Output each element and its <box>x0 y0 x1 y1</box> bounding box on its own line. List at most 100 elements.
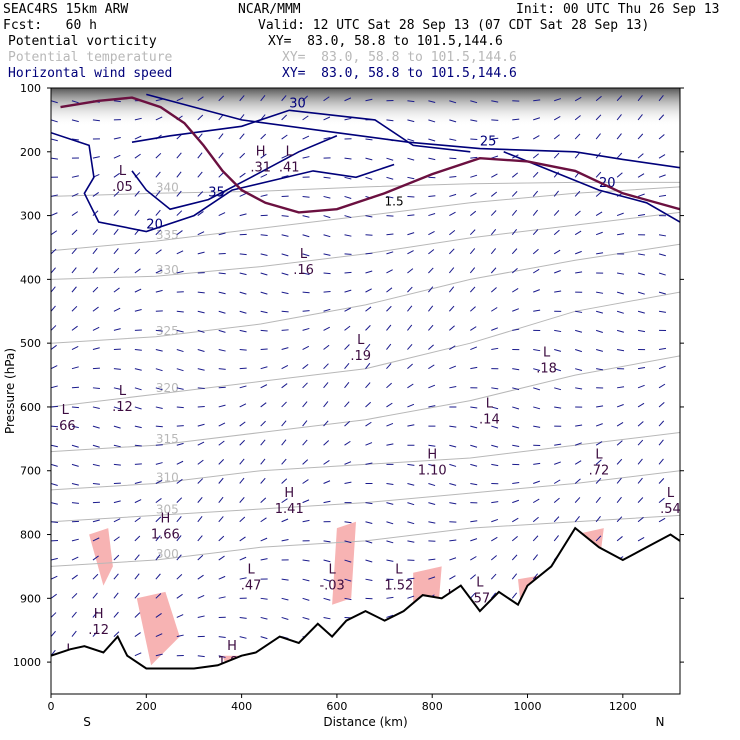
wind-vector <box>637 95 643 102</box>
wind-vector <box>113 500 121 504</box>
wind-vector <box>365 157 373 161</box>
wind-vector <box>197 251 205 255</box>
wind-vector <box>239 291 247 295</box>
wind-vector <box>491 307 498 312</box>
wind-vector <box>197 191 204 197</box>
wind-vector <box>239 193 247 197</box>
wind-vector <box>71 556 79 561</box>
wind-vector <box>428 305 434 312</box>
wind-vector <box>553 497 560 504</box>
y-tick-label: 900 <box>20 592 41 605</box>
wind-vector <box>491 347 499 351</box>
wind-vector <box>449 229 456 236</box>
wind-vector <box>365 421 372 427</box>
wind-vector <box>71 444 79 448</box>
wind-vector <box>260 153 267 159</box>
wind-vector <box>449 557 457 561</box>
wind-vector <box>553 535 559 542</box>
wind-vector <box>239 616 247 619</box>
wind-vector <box>407 383 414 389</box>
wind-vector <box>637 329 646 333</box>
wind-vector <box>407 324 413 331</box>
wind-vector <box>176 349 184 353</box>
wind-vector <box>575 368 583 372</box>
wind-vector <box>155 209 161 216</box>
wind-vector <box>134 117 142 121</box>
wind-vector <box>302 135 310 140</box>
wind-vector <box>533 289 540 293</box>
wind-vector <box>155 387 163 391</box>
wind-vector <box>113 228 119 236</box>
wind-vector <box>407 483 415 486</box>
wind-vector <box>490 248 497 255</box>
wind-vector <box>260 291 268 295</box>
wind-vector <box>532 573 539 580</box>
wind-vector <box>470 119 478 122</box>
wind-vector <box>637 537 645 542</box>
wind-vector <box>134 288 142 293</box>
wind-vector <box>92 248 98 255</box>
wind-vector <box>323 559 331 563</box>
wind-vector <box>490 573 497 580</box>
wind-vector <box>553 479 561 484</box>
wind-vector <box>281 538 289 542</box>
wind-vector <box>365 578 373 582</box>
wind-vector <box>344 461 352 465</box>
wind-vector <box>323 116 331 121</box>
wind-vector <box>71 193 79 197</box>
wind-vector <box>155 653 163 657</box>
wind-vector <box>553 190 559 197</box>
wind-vector <box>323 291 331 293</box>
wind-vector <box>679 482 680 484</box>
wind-vector <box>197 515 203 523</box>
wind-vector <box>470 156 478 159</box>
wind-vector <box>616 458 623 465</box>
wind-vector <box>637 516 644 523</box>
wind-vector <box>428 344 434 350</box>
wind-vector <box>512 406 520 410</box>
wind-vector <box>134 425 142 429</box>
wind-vector <box>407 286 413 293</box>
wind-vector <box>449 386 457 389</box>
wind-vector <box>679 100 680 101</box>
field-xy-theta: XY= 83.0, 58.8 to 101.5,144.6 <box>282 50 517 65</box>
wind-vector <box>574 478 581 484</box>
theta-contour-label: 330 <box>156 263 179 277</box>
wind-vector <box>344 97 352 102</box>
wind-vector <box>218 422 226 427</box>
wind-vector <box>532 135 540 140</box>
forecast-hour: Fcst: 60 h <box>3 18 97 33</box>
wind-vector <box>386 540 394 544</box>
wind-vector <box>51 267 56 274</box>
wind-vector <box>554 290 562 293</box>
wind-vector <box>51 365 58 370</box>
y-tick-label: 800 <box>20 529 41 542</box>
wind-vector <box>51 194 58 197</box>
wind-vector <box>658 383 666 389</box>
wind-vector <box>595 459 602 465</box>
theta-contour-label: 315 <box>156 432 179 446</box>
wind-vector <box>239 497 245 503</box>
y-tick-label: 500 <box>20 337 41 350</box>
wind-vector <box>365 382 371 389</box>
wind-vector <box>637 114 643 121</box>
wind-vector <box>511 573 518 580</box>
wind-vector <box>491 501 499 504</box>
wind-vector <box>176 478 183 484</box>
wind-vector <box>71 630 77 637</box>
x-tick-label: 0 <box>48 700 55 713</box>
wind-vector <box>281 578 289 581</box>
pv-extremum-value: 1.41 <box>275 502 304 517</box>
wind-vector <box>637 133 644 140</box>
wind-vector <box>637 497 644 503</box>
wind-vector <box>616 114 622 121</box>
wind-vector <box>239 272 247 276</box>
wind-vector <box>512 387 520 391</box>
wind-vector <box>616 152 623 159</box>
wind-vector <box>407 214 415 217</box>
wind-vector <box>407 595 415 599</box>
wind-vector <box>155 613 162 618</box>
wind-vector <box>679 463 680 465</box>
wind-vector <box>92 555 99 561</box>
wind-vector <box>155 289 163 293</box>
